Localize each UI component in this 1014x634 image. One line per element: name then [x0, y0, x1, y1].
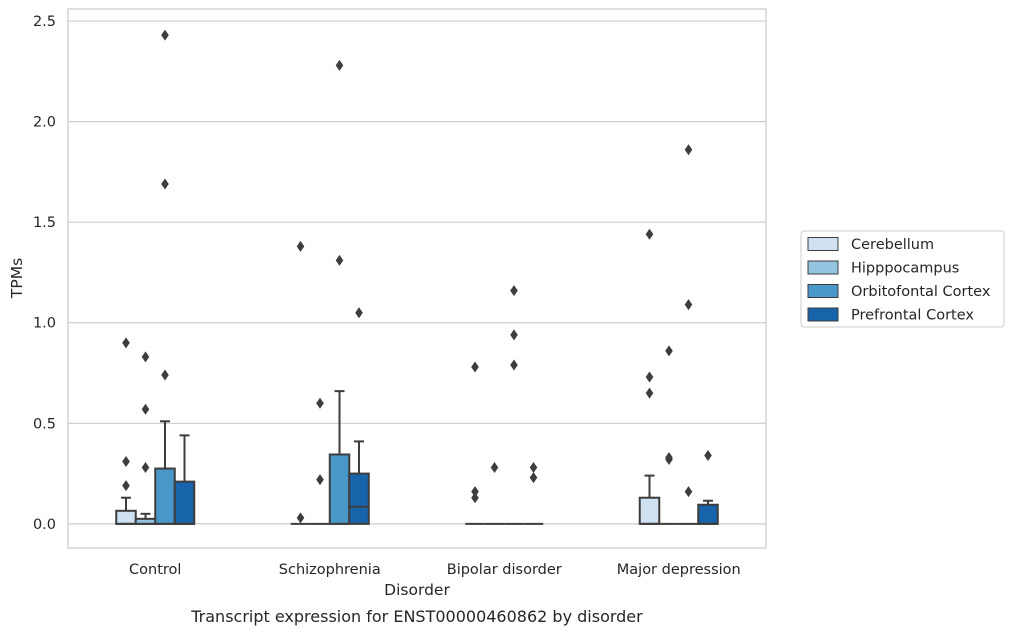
outlier-point [510, 285, 518, 297]
plot-area [67, 8, 767, 549]
box-cerebellum [115, 496, 137, 525]
box-body [328, 453, 351, 525]
outlier-point [665, 451, 673, 463]
legend-label: Orbitofontal Cortex [851, 284, 991, 300]
y-tick-labels: 0.0 0.5 1.0 1.5 2.0 2.5 [33, 14, 56, 533]
y-tick-label: 2.0 [33, 115, 56, 131]
legend-swatch [807, 260, 839, 275]
outlier-point [471, 361, 479, 373]
outlier-point [645, 387, 654, 399]
outlier-point [141, 351, 150, 363]
outlier-point [316, 474, 324, 486]
y-tick-label: 1.5 [33, 215, 56, 231]
legend-swatch [807, 307, 839, 322]
outlier-point [161, 369, 169, 381]
outlier-point [684, 299, 693, 311]
chart-caption: Transcript expression for ENST0000046086… [190, 607, 643, 626]
legend-swatch [807, 237, 839, 251]
x-tick-labels: Control Schizophrenia Bipolar disorder Majo… [129, 562, 741, 578]
box-body [154, 467, 176, 525]
x-tick-label: Schizophrenia [279, 562, 381, 578]
outlier-point [296, 512, 305, 524]
outlier-point [684, 486, 693, 498]
box-prefrontal-cortex [697, 499, 719, 525]
y-tick-label: 0.0 [33, 517, 56, 533]
y-tick-label: 2.5 [33, 14, 56, 30]
box-body [173, 480, 196, 525]
outlier-point [704, 449, 712, 461]
legend: Cerebellum Hipppocampus Orbitofontal Corte… [800, 230, 1005, 328]
box-hipppocampus [134, 512, 157, 525]
legend-label: Hipppocampus [851, 261, 959, 277]
outlier-point [471, 486, 479, 498]
outlier-point [141, 403, 150, 415]
outlier-point [316, 397, 324, 409]
box-body [115, 509, 137, 525]
outlier-point [645, 371, 654, 383]
x-tick-label: Control [129, 562, 181, 578]
outlier-point [335, 59, 344, 71]
outlier-point [335, 254, 344, 266]
box-orbitofontal-cortex [328, 390, 351, 525]
outlier-point [355, 307, 363, 319]
outlier-point [510, 329, 518, 341]
outlier-point [122, 480, 130, 492]
box-body [697, 503, 719, 525]
x-tick-label: Major depression [617, 562, 741, 578]
outlier-point [122, 456, 130, 468]
box-body [638, 496, 661, 525]
outlier-point [122, 337, 130, 349]
y-tick-label: 1.0 [33, 316, 56, 332]
grid-lines [68, 20, 766, 525]
outlier-point [141, 462, 150, 474]
outlier-point [645, 228, 654, 240]
outlier-point [161, 178, 169, 190]
x-axis-label: Disorder [384, 581, 450, 599]
box-prefrontal-cortex [348, 440, 370, 525]
legend-label: Prefrontal Cortex [851, 308, 974, 324]
boxes [115, 390, 719, 525]
box-cerebellum [638, 474, 661, 525]
outlier-point [471, 492, 479, 504]
outlier-point [161, 29, 169, 41]
y-axis-label: TPMs [8, 258, 26, 299]
legend-label: Cerebellum [851, 237, 934, 253]
legend-swatch [807, 284, 839, 298]
box-orbitofontal-cortex [154, 420, 176, 525]
x-tick-label: Bipolar disorder [447, 562, 562, 578]
outliers [122, 29, 712, 524]
outlier-point [529, 472, 538, 484]
box-body [348, 472, 370, 525]
outlier-point [684, 144, 693, 156]
outlier-point [296, 240, 305, 252]
box-prefrontal-cortex [173, 434, 196, 525]
legend-frame [800, 230, 1005, 328]
y-tick-label: 0.5 [33, 416, 56, 432]
outlier-point [490, 462, 499, 474]
outlier-point [510, 359, 518, 371]
outlier-point [665, 345, 673, 357]
outlier-point [529, 462, 538, 474]
